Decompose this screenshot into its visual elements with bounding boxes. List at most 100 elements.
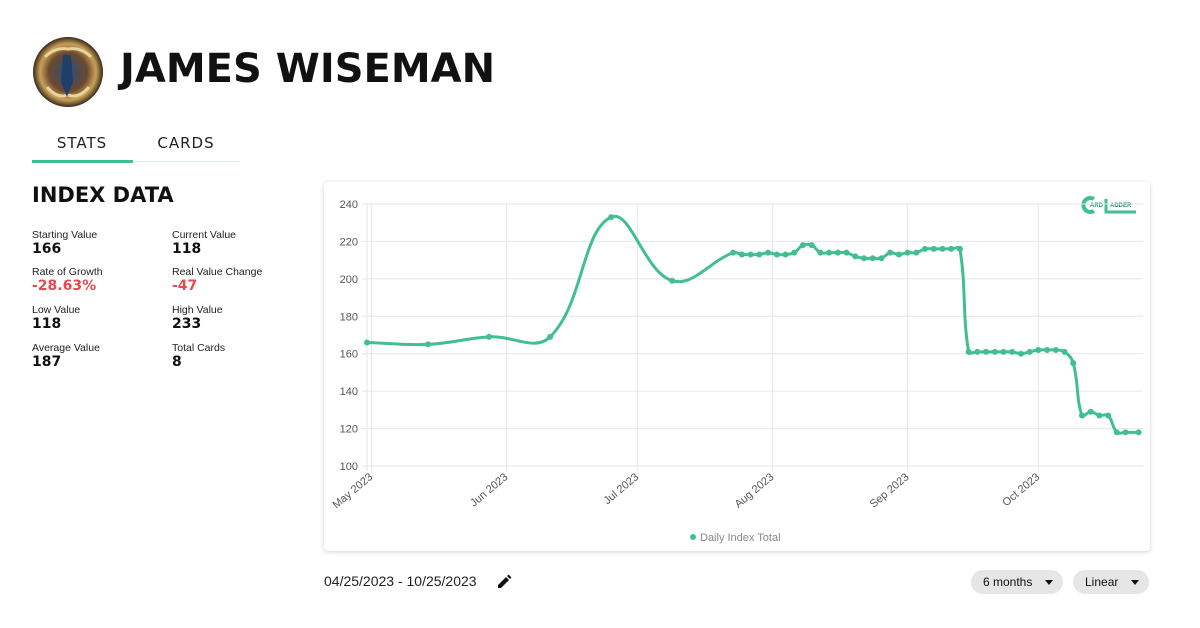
- stat-label: Starting Value: [32, 229, 98, 241]
- point: [834, 249, 841, 256]
- point: [974, 348, 981, 355]
- tab-indicator: [32, 160, 133, 163]
- scale-select[interactable]: Linear: [1073, 570, 1149, 594]
- point: [1096, 412, 1103, 419]
- point: [878, 255, 885, 262]
- point: [1035, 346, 1042, 353]
- stat-label: Rate of Growth: [32, 266, 103, 278]
- x-tick-label: May 2023: [331, 471, 376, 511]
- legend-marker: [690, 534, 696, 540]
- point: [1078, 412, 1085, 419]
- tab-stats[interactable]: STATS: [56, 134, 108, 152]
- logo-text: ADDER: [1110, 203, 1132, 209]
- y-tick-label: 220: [340, 236, 358, 248]
- point: [852, 253, 859, 260]
- point: [1052, 346, 1059, 353]
- tab-rule: [32, 161, 240, 162]
- stat-value: 166: [32, 241, 62, 257]
- period-select[interactable]: 6 months: [971, 570, 1063, 594]
- point: [948, 245, 955, 252]
- point: [765, 249, 772, 256]
- chart-card: [324, 182, 1150, 551]
- point: [738, 251, 745, 258]
- point: [817, 249, 824, 256]
- stat-value: 118: [172, 241, 202, 257]
- section-title: INDEX DATA: [32, 183, 174, 207]
- point: [547, 333, 554, 340]
- point: [1135, 429, 1142, 436]
- point: [1070, 360, 1077, 367]
- point: [887, 249, 894, 256]
- point: [730, 249, 737, 256]
- line: [366, 214, 1139, 435]
- point: [843, 249, 850, 256]
- stat-value: 233: [172, 316, 202, 332]
- logo: ARD ADDER: [1081, 196, 1136, 214]
- x-tick-label: Jun 2023: [468, 471, 510, 509]
- edit-icon[interactable]: [496, 574, 512, 590]
- point: [930, 245, 937, 252]
- x-tick-label: Sep 2023: [868, 471, 912, 510]
- point: [1105, 412, 1112, 419]
- x-tick-label: Jul 2023: [602, 471, 642, 507]
- point: [608, 214, 615, 221]
- point: [1087, 408, 1094, 415]
- point: [1009, 348, 1016, 355]
- point: [1026, 348, 1033, 355]
- point: [826, 249, 833, 256]
- point: [782, 251, 789, 258]
- stat-value: 118: [32, 316, 62, 332]
- avatar: [33, 37, 103, 107]
- point: [1044, 346, 1051, 353]
- point: [1000, 348, 1007, 355]
- point: [364, 339, 370, 346]
- point: [756, 251, 763, 258]
- stat-label: Average Value: [32, 342, 100, 354]
- point: [1061, 348, 1068, 355]
- point: [1113, 429, 1120, 436]
- y-tick-label: 140: [340, 386, 358, 398]
- point: [773, 251, 780, 258]
- stat-value: 187: [32, 354, 62, 370]
- y-tick-label: 100: [340, 461, 358, 473]
- y-tick-label: 160: [340, 349, 358, 361]
- stat-label: Total Cards: [172, 342, 226, 354]
- point: [486, 333, 493, 340]
- point: [791, 249, 798, 256]
- point: [983, 348, 990, 355]
- x-tick-label: Oct 2023: [1000, 471, 1042, 509]
- point: [799, 242, 806, 249]
- stat-value: 8: [172, 354, 182, 370]
- point: [922, 245, 929, 252]
- point: [956, 245, 963, 252]
- y-tick-label: 180: [340, 311, 358, 323]
- point: [991, 348, 998, 355]
- point: [913, 249, 920, 256]
- point: [869, 255, 876, 262]
- point: [1017, 350, 1024, 357]
- stat-value: -47: [172, 278, 198, 294]
- point: [1122, 429, 1129, 436]
- point: [939, 245, 946, 252]
- date-range: 04/25/2023 - 10/25/2023: [324, 573, 477, 589]
- tab-cards[interactable]: CARDS: [157, 134, 215, 152]
- point: [747, 251, 754, 258]
- logo-text: ARD: [1090, 203, 1104, 209]
- stat-label: Real Value Change: [172, 266, 263, 278]
- point: [808, 242, 815, 249]
- point: [965, 348, 972, 355]
- stat-label: Current Value: [172, 229, 237, 241]
- point: [425, 341, 432, 348]
- point: [895, 251, 902, 258]
- logo-l: [1104, 199, 1136, 214]
- y-tick-label: 240: [340, 199, 358, 211]
- point: [860, 255, 867, 262]
- stat-value: -28.63%: [32, 278, 97, 294]
- stat-label: High Value: [172, 304, 223, 316]
- x-tick-label: Aug 2023: [733, 471, 777, 510]
- y-tick-label: 200: [340, 274, 358, 286]
- point: [669, 277, 676, 284]
- legend-label: Daily Index Total: [700, 532, 781, 544]
